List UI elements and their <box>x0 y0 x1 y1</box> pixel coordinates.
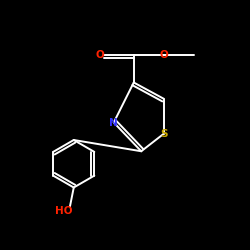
Text: S: S <box>160 129 168 139</box>
Text: O: O <box>160 50 168 60</box>
Text: N: N <box>110 118 118 128</box>
Text: O: O <box>96 50 104 60</box>
Text: HO: HO <box>55 206 72 216</box>
